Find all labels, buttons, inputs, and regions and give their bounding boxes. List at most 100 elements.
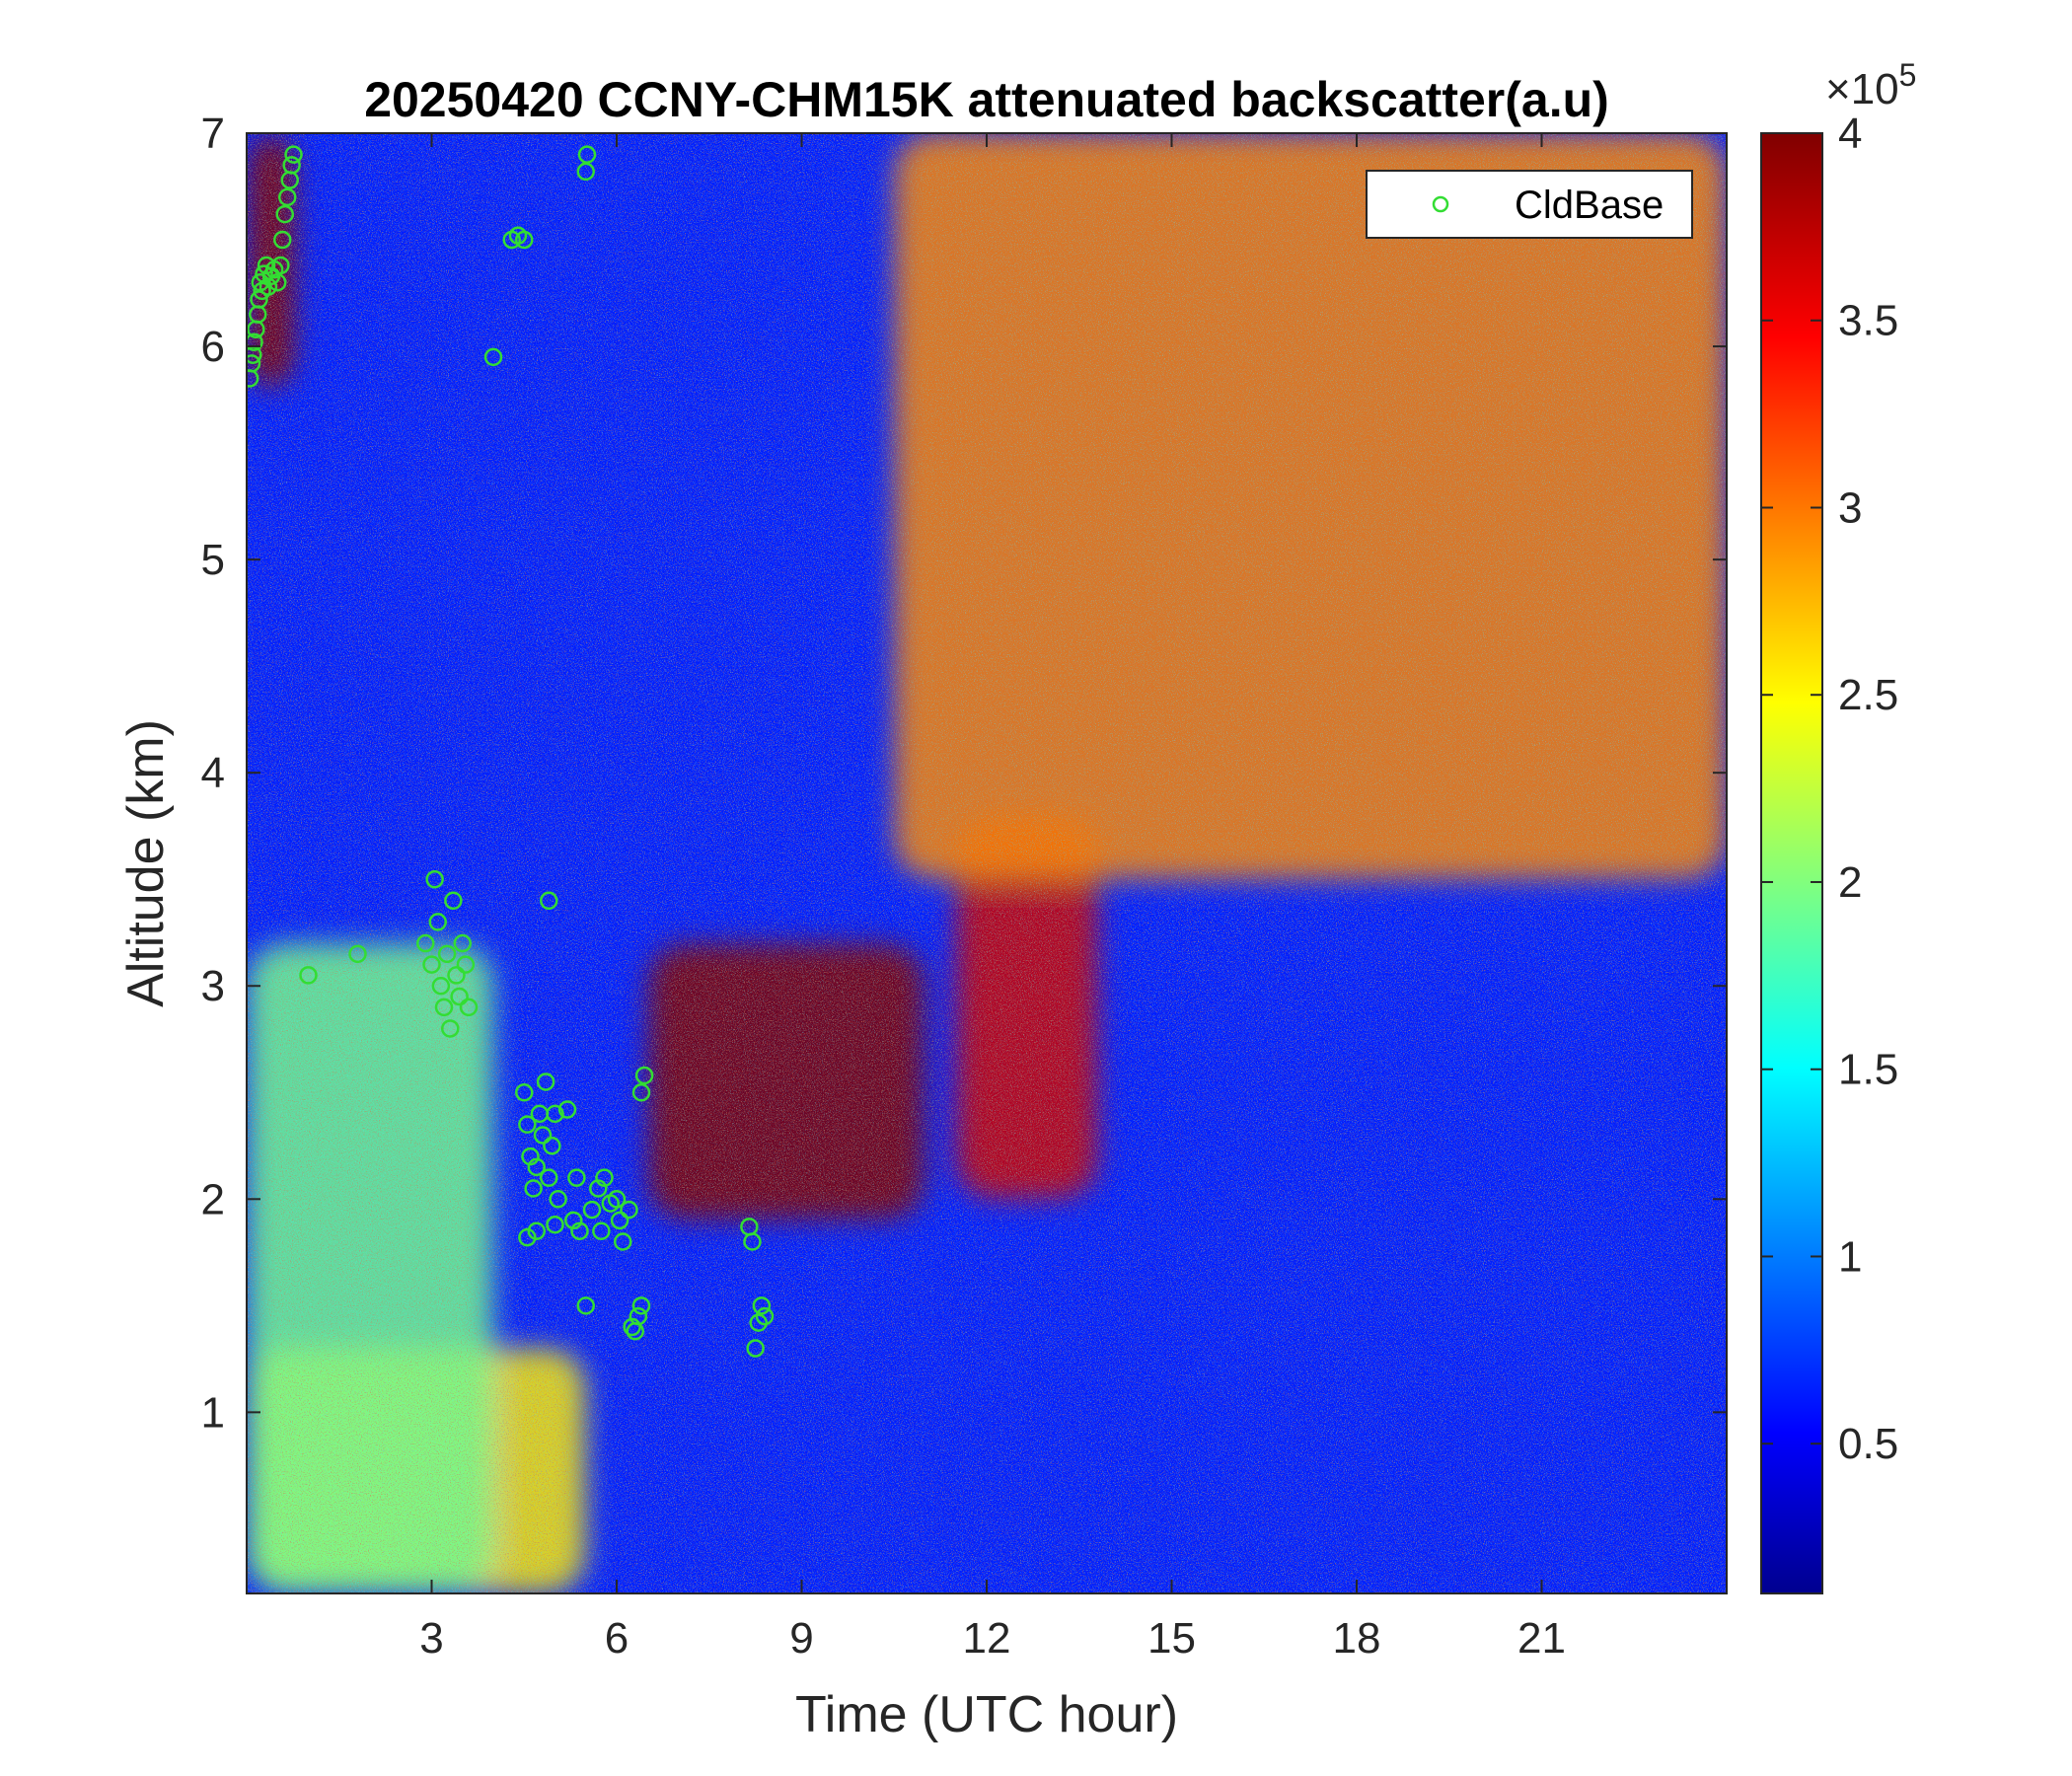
- colorbar-gradient: [1760, 132, 1823, 1594]
- cldbase-point-24: [348, 944, 367, 964]
- cldbase-point-2: [247, 354, 261, 373]
- cldbase-point-54: [546, 1104, 564, 1124]
- cldbase-point-33: [444, 891, 463, 911]
- heatmap-noise-secondary: [247, 133, 1727, 1593]
- y-axis-label: Altitude (km): [117, 719, 175, 1007]
- cldbase-point-82: [743, 1232, 762, 1251]
- cldbase-point-29: [431, 976, 451, 996]
- cldbase-point-35: [450, 987, 469, 1006]
- cldbase-point-44: [515, 1083, 534, 1102]
- cldbase-point-62: [570, 1221, 589, 1240]
- cldbase-point-61: [567, 1168, 586, 1187]
- cldbase-point-73: [614, 1232, 632, 1251]
- cldbase-point-65: [577, 145, 597, 164]
- colorbar-tick-label-2: 2: [1838, 858, 1862, 907]
- cldbase-point-52: [540, 1168, 558, 1187]
- cldbase-point-83: [746, 1339, 765, 1358]
- cldbase-point-12: [259, 277, 278, 296]
- x-tick-label-21: 21: [1517, 1614, 1566, 1663]
- cldbase-point-22: [284, 145, 303, 164]
- cldbase-point-66: [582, 1200, 602, 1220]
- cldbase-point-37: [456, 955, 476, 974]
- cldbase-point-42: [515, 230, 534, 250]
- cldbase-point-21: [282, 156, 301, 175]
- cldbase-point-77: [629, 1306, 648, 1326]
- cldbase-point-74: [620, 1200, 638, 1220]
- cldbase-point-85: [752, 1296, 772, 1315]
- cldbase-point-17: [273, 230, 292, 250]
- colorbar: 0.5 1 1.5 2 2.5 3 3.5 4 ×105: [1760, 57, 1916, 1594]
- cldbase-point-32: [441, 1019, 460, 1038]
- cldbase-point-38: [459, 998, 479, 1017]
- cldbase-point-18: [275, 204, 294, 224]
- cldbase-point-43: [540, 891, 558, 911]
- cldbase-point-78: [631, 1296, 651, 1315]
- y-tick-label-6: 6: [201, 323, 225, 371]
- colorbar-tick-label-1: 1: [1838, 1232, 1862, 1281]
- colorbar-tick-label-0.5: 0.5: [1838, 1420, 1898, 1468]
- cldbase-point-23: [299, 966, 318, 985]
- cldbase-point-31: [437, 944, 457, 964]
- x-axis-label: Time (UTC hour): [795, 1686, 1178, 1743]
- cldbase-point-86: [755, 1306, 775, 1326]
- cldbase-point-69: [595, 1168, 614, 1187]
- cldbase-point-19: [278, 187, 297, 207]
- cldbase-point-4: [247, 333, 263, 351]
- y-tick-label-4: 4: [201, 749, 225, 797]
- legend: CldBase: [1366, 170, 1693, 239]
- x-tick-label-18: 18: [1333, 1614, 1381, 1663]
- cldbase-point-39: [483, 347, 503, 367]
- cldbase-point-16: [271, 256, 290, 275]
- x-tick-label-12: 12: [963, 1614, 1011, 1663]
- y-tick-label-1: 1: [201, 1388, 225, 1437]
- cldbase-point-56: [527, 1221, 546, 1240]
- colorbar-tick-label-1.5: 1.5: [1838, 1046, 1898, 1094]
- colorbar-tick-label-3: 3: [1838, 483, 1862, 532]
- cldbase-point-30: [434, 998, 454, 1017]
- cldbase-point-51: [536, 1073, 555, 1091]
- cldbase-point-53: [543, 1137, 561, 1155]
- cldbase-point-45: [518, 1115, 537, 1134]
- legend-label-cldbase: CldBase: [1515, 184, 1664, 227]
- cldbase-point-28: [428, 913, 447, 931]
- cldbase-point-79: [631, 1083, 651, 1102]
- cldbase-point-59: [557, 1100, 577, 1119]
- cldbase-point-80: [634, 1066, 654, 1085]
- heatmap-area: [247, 133, 1727, 1593]
- cldbase-point-48: [527, 1157, 546, 1177]
- cldbase-point-64: [576, 162, 595, 182]
- colorbar-tick-label-3.5: 3.5: [1838, 297, 1898, 345]
- cldbase-point-50: [533, 1126, 553, 1145]
- y-tick-label-7: 7: [201, 110, 225, 158]
- cldbase-point-58: [549, 1190, 567, 1209]
- y-tick-label-5: 5: [201, 536, 225, 584]
- cldbase-point-71: [607, 1190, 627, 1209]
- colorbar-tick-label-2.5: 2.5: [1838, 671, 1898, 719]
- legend-marker-cldbase: [1432, 195, 1449, 213]
- x-tick-label-15: 15: [1147, 1614, 1196, 1663]
- colorbar-exponent: ×105: [1825, 57, 1916, 113]
- legend-box: [1366, 170, 1693, 239]
- cldbase-point-84: [749, 1313, 768, 1332]
- cldbase-point-7: [250, 290, 268, 309]
- chart-title: 20250420 CCNY-CHM15K attenuated backscat…: [364, 72, 1609, 127]
- cldbase-point-36: [453, 933, 472, 953]
- x-tick-label-9: 9: [789, 1614, 813, 1663]
- cldbase-point-26: [422, 955, 441, 974]
- cldbase-point-68: [592, 1221, 611, 1240]
- x-tick-label-6: 6: [605, 1614, 629, 1663]
- cldbase-point-34: [447, 966, 466, 985]
- cldbase-point-63: [576, 1296, 595, 1315]
- cldbase-point-10: [255, 264, 273, 283]
- colorbar-exponent-power: 5: [1899, 57, 1917, 93]
- cldbase-point-57: [546, 1215, 564, 1234]
- colorbar-exponent-base: ×10: [1825, 65, 1899, 113]
- x-tick-label-3: 3: [419, 1614, 443, 1663]
- cldbase-point-15: [268, 272, 287, 292]
- cldbase-point-47: [524, 1179, 543, 1198]
- colorbar-tick-label-4: 4: [1838, 110, 1862, 158]
- y-tick-label-3: 3: [201, 962, 225, 1010]
- cldbase-point-72: [610, 1211, 629, 1230]
- y-tick-label-2: 2: [201, 1175, 225, 1223]
